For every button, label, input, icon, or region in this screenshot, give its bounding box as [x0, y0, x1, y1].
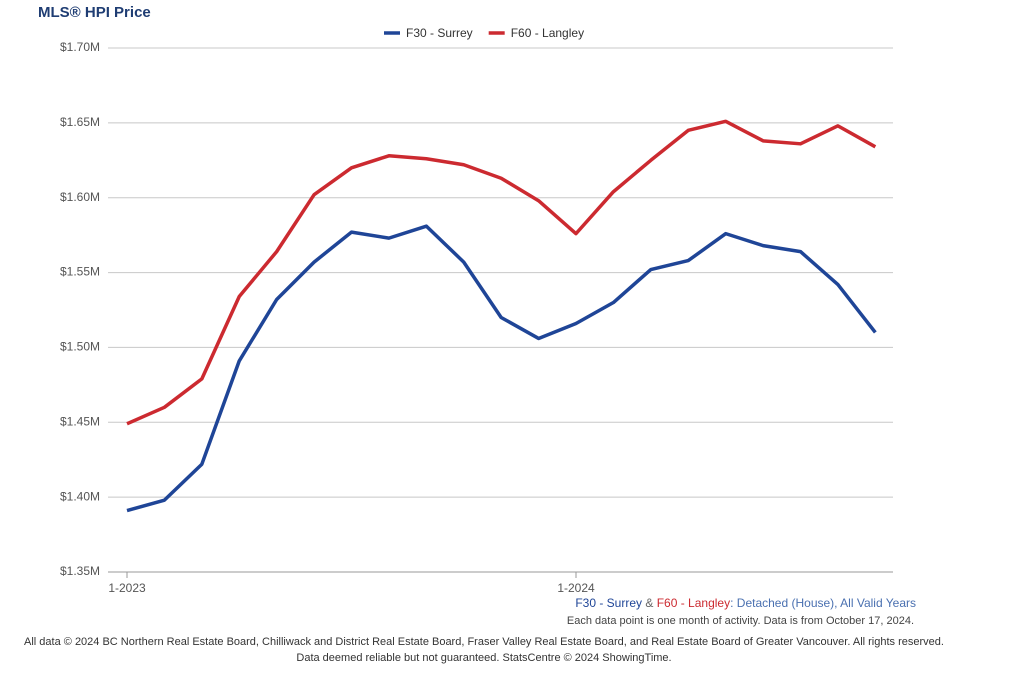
line-series — [126, 224, 877, 513]
y-tick-label: $1.50M — [60, 340, 100, 354]
y-tick-label: $1.45M — [60, 414, 100, 428]
y-tick-label: $1.35M — [60, 564, 100, 578]
y-tick-label: $1.60M — [60, 190, 100, 204]
y-tick-label: $1.65M — [60, 115, 100, 129]
caption-suffix: : Detached (House), All Valid Years — [730, 596, 916, 610]
legend-label: F30 - Surrey — [406, 26, 473, 40]
caption-series: F60 - Langley — [657, 596, 730, 610]
caption: F30 - Surrey & F60 - Langley: Detached (… — [575, 596, 916, 610]
note: Each data point is one month of activity… — [567, 615, 914, 627]
caption-series: F30 - Surrey — [575, 596, 642, 610]
x-tick-label: 1-2024 — [557, 581, 595, 595]
footer: All data © 2024 BC Northern Real Estate … — [24, 636, 944, 648]
y-tick-label: $1.70M — [60, 40, 100, 54]
y-tick-label: $1.40M — [60, 489, 100, 503]
line-series — [126, 119, 877, 426]
y-tick-label: $1.55M — [60, 265, 100, 279]
chart-title: MLS® HPI Price — [38, 4, 151, 21]
x-tick-label: 1-2023 — [108, 581, 146, 595]
caption-joiner: & — [645, 596, 653, 610]
legend-label: F60 - Langley — [511, 26, 584, 40]
footer: Data deemed reliable but not guaranteed.… — [296, 652, 671, 664]
